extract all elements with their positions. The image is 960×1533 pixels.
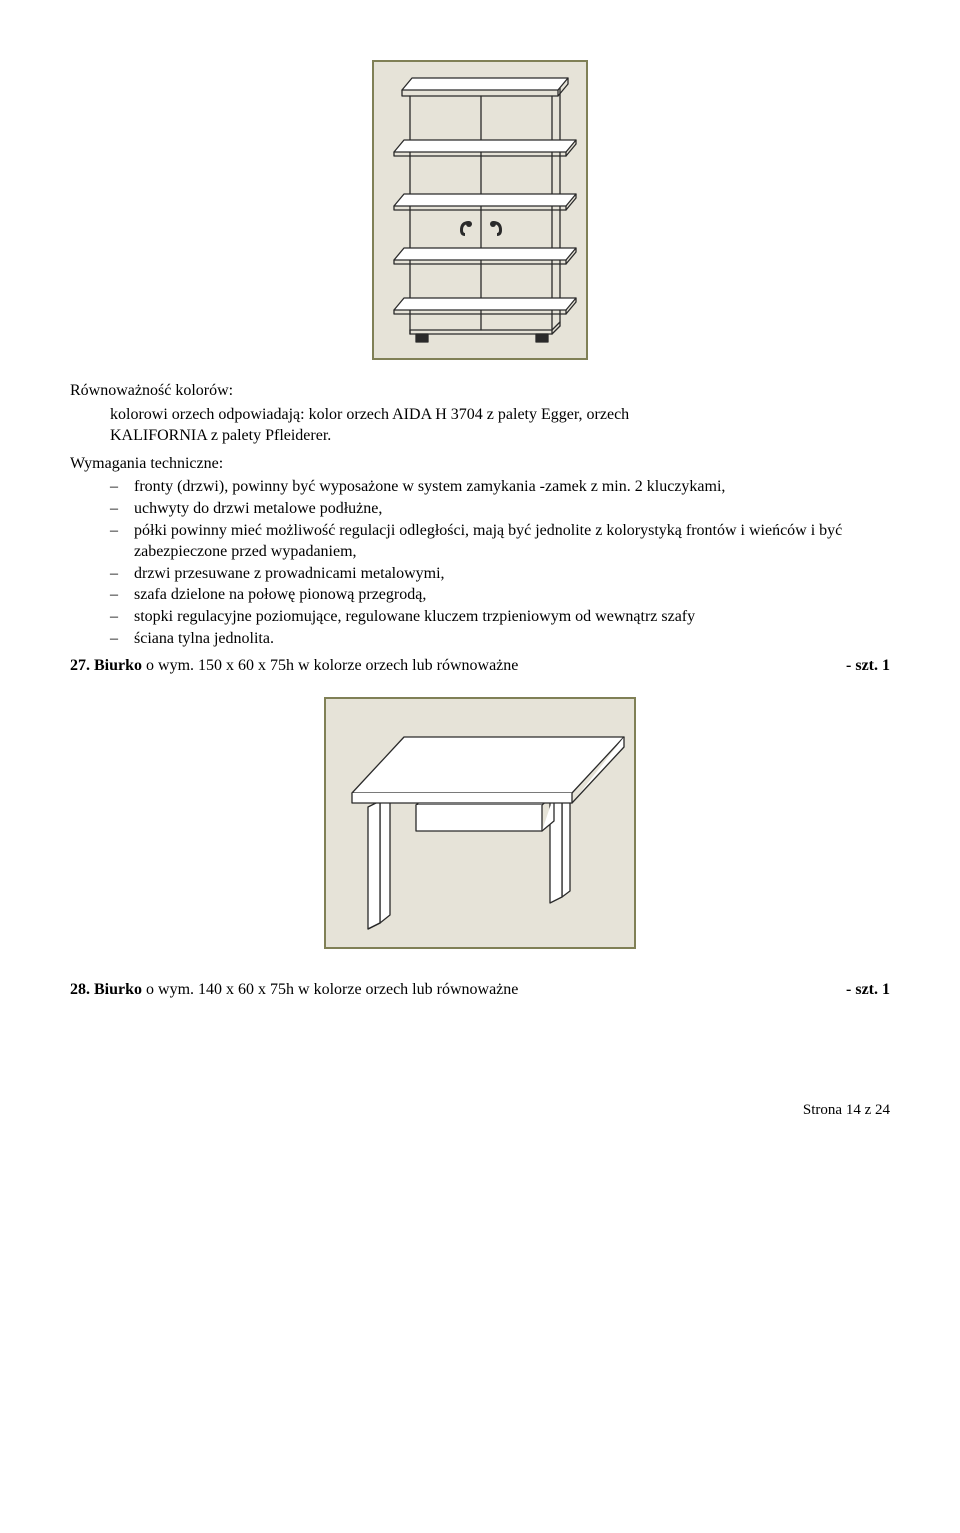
- tech-item: fronty (drzwi), powinny być wyposażone w…: [110, 476, 890, 498]
- item-28-prefix: 28. Biurko: [70, 981, 142, 998]
- tech-item: szafa dzielone na połowę pionową przegro…: [110, 584, 890, 606]
- item-27-row: 27. Biurko o wym. 150 x 60 x 75h w kolor…: [70, 655, 890, 677]
- cabinet-svg: [372, 60, 588, 360]
- page-footer: Strona 14 z 24: [70, 1100, 890, 1120]
- color-balance-title: Równoważność kolorów:: [70, 380, 890, 402]
- item-27-qty: - szt. 1: [826, 655, 890, 677]
- tech-item: uchwyty do drzwi metalowe podłużne,: [110, 498, 890, 520]
- item-27-rest: o wym. 150 x 60 x 75h w kolorze orzech l…: [142, 657, 518, 674]
- item-28-rest: o wym. 140 x 60 x 75h w kolorze orzech l…: [142, 981, 518, 998]
- tech-title: Wymagania techniczne:: [70, 453, 890, 475]
- item-28-row: 28. Biurko o wym. 140 x 60 x 75h w kolor…: [70, 979, 890, 1001]
- tech-list: fronty (drzwi), powinny być wyposażone w…: [110, 476, 890, 649]
- color-balance-line2: KALIFORNIA z palety Pfleiderer.: [110, 425, 890, 447]
- tech-item: drzwi przesuwane z prowadnicami metalowy…: [110, 563, 890, 585]
- item-28-qty: - szt. 1: [826, 979, 890, 1001]
- tech-item: ściana tylna jednolita.: [110, 628, 890, 650]
- item-27-prefix: 27. Biurko: [70, 657, 142, 674]
- color-balance-line1: kolorowi orzech odpowiadają: kolor orzec…: [110, 404, 890, 426]
- desk-figure: [70, 697, 890, 949]
- tech-item: stopki regulacyjne poziomujące, regulowa…: [110, 606, 890, 628]
- tech-item: półki powinny mieć możliwość regulacji o…: [110, 520, 890, 563]
- desk-svg: [324, 697, 636, 949]
- cabinet-figure: [70, 60, 890, 360]
